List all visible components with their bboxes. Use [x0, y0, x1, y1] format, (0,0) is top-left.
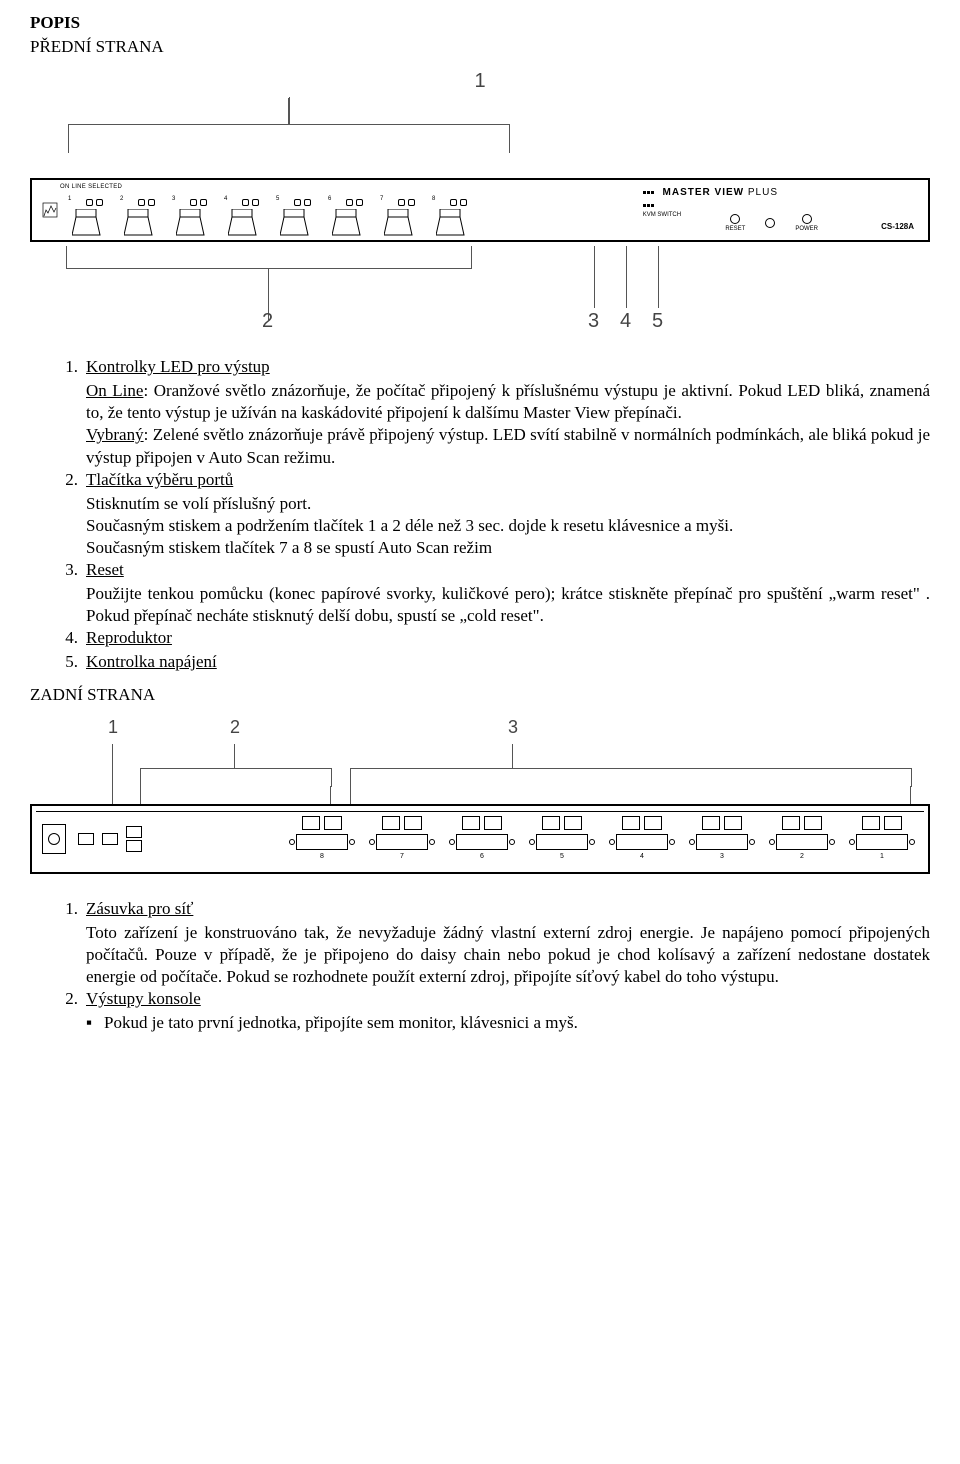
rear-list: 1.Zásuvka pro síťToto zařízení je konstr… [30, 898, 930, 1035]
heading-popis: POPIS [30, 12, 930, 34]
panel-indicator-1 [765, 218, 775, 230]
list-title: Výstupy konsole [86, 989, 201, 1008]
front-panel: ON LINE SELECTED 12345678 MASTER VIEW PL… [30, 178, 930, 242]
list-number: 2. [30, 469, 86, 491]
front-list: 1.Kontrolky LED pro výstupOn Line: Oranž… [30, 356, 930, 673]
list-title: Zásuvka pro síť [86, 899, 193, 918]
rear-panel: 87654321 [30, 804, 930, 874]
panel-indicator-0: RESET [725, 214, 745, 234]
cpu-port-6: 6 [446, 816, 518, 861]
heading-predni: PŘEDNÍ STRANA [30, 36, 930, 58]
cpu-port-1: 1 [846, 816, 918, 861]
list-title: Reset [86, 560, 124, 579]
callout-1: 1 [30, 68, 930, 94]
list-item: 4.Reproduktor [30, 627, 930, 649]
list-item: 1.Kontrolky LED pro výstup [30, 356, 930, 378]
list-number: 4. [30, 627, 86, 649]
vendor-icon [42, 202, 58, 218]
list-item: 2.Tlačítka výběru portů [30, 469, 930, 491]
model-label: CS-128A [881, 222, 914, 232]
power-jack [42, 824, 66, 854]
port-switch-1: 1 [68, 199, 106, 237]
list-number: 1. [30, 356, 86, 378]
rear-panel-diagram: 1 2 3 87654321 [30, 716, 930, 874]
list-title: Tlačítka výběru portů [86, 470, 233, 489]
cpu-port-7: 7 [366, 816, 438, 861]
panel-indicator-2: POWER [795, 214, 818, 234]
list-paragraph: Vybraný: Zelené světlo znázorňuje právě … [86, 424, 930, 468]
list-paragraph: Toto zařízení je konstruováno tak, že ne… [86, 922, 930, 988]
port-switch-2: 2 [120, 199, 158, 237]
rear-callout-2: 2 [230, 716, 240, 739]
list-item: 2.Výstupy konsole [30, 988, 930, 1010]
port-switch-3: 3 [172, 199, 210, 237]
list-item: 5.Kontrolka napájení [30, 651, 930, 673]
port-switch-4: 4 [224, 199, 262, 237]
cpu-port-4: 4 [606, 816, 678, 861]
list-title: Kontrolky LED pro výstup [86, 357, 270, 376]
cpu-port-2: 2 [766, 816, 838, 861]
console-ports [76, 825, 144, 853]
panel-label-online: ON LINE SELECTED [60, 184, 122, 192]
port-switch-6: 6 [328, 199, 366, 237]
list-item: 3.Reset [30, 559, 930, 581]
list-item: 1.Zásuvka pro síť [30, 898, 930, 920]
cpu-port-8: 8 [286, 816, 358, 861]
list-paragraph: Současným stiskem tlačítek 7 a 8 se spus… [86, 537, 930, 559]
port-switch-5: 5 [276, 199, 314, 237]
list-paragraph: Použijte tenkou pomůcku (konec papírové … [86, 583, 930, 627]
cpu-port-3: 3 [686, 816, 758, 861]
callout-4: 4 [620, 308, 631, 334]
list-paragraph: Stisknutím se volí příslušný port. [86, 493, 930, 515]
front-panel-diagram: 1 ON LINE SELECTED 12345678 MASTER VIEW … [30, 68, 930, 336]
port-switch-7: 7 [380, 199, 418, 237]
list-paragraph: Současným stiskem a podržením tlačítek 1… [86, 515, 930, 537]
callout-3: 3 [588, 308, 599, 334]
list-number: 3. [30, 559, 86, 581]
callout-5: 5 [652, 308, 663, 334]
callout-2: 2 [262, 308, 273, 334]
list-paragraph: On Line: Oranžové světlo znázorňuje, že … [86, 380, 930, 424]
list-number: 1. [30, 898, 86, 920]
rear-callout-1: 1 [108, 716, 118, 739]
cpu-port-5: 5 [526, 816, 598, 861]
port-switch-8: 8 [432, 199, 470, 237]
list-number: 5. [30, 651, 86, 673]
heading-zadni: ZADNÍ STRANA [30, 684, 930, 706]
rear-callout-3: 3 [508, 716, 518, 739]
list-bullet: ▪Pokud je tato první jednotka, připojíte… [86, 1012, 930, 1034]
list-number: 2. [30, 988, 86, 1010]
list-title: Reproduktor [86, 628, 172, 647]
list-title: Kontrolka napájení [86, 652, 217, 671]
